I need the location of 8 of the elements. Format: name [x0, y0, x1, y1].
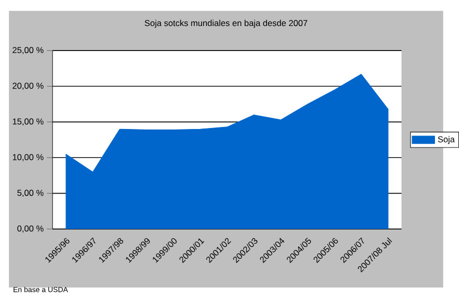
- y-tick-label: 20,00 %: [12, 82, 44, 90]
- y-tick-label: 15,00 %: [12, 118, 44, 126]
- y-tick-label: 0,00 %: [17, 225, 44, 232]
- y-tick-label: 10,00 %: [12, 154, 44, 162]
- legend-label: Soja: [438, 136, 455, 144]
- y-tick-label: 5,00 %: [17, 190, 44, 197]
- chart-title: Soja sotcks mundiales en baja desde 2007: [144, 20, 308, 28]
- y-tick-label: 25,00 %: [12, 46, 44, 54]
